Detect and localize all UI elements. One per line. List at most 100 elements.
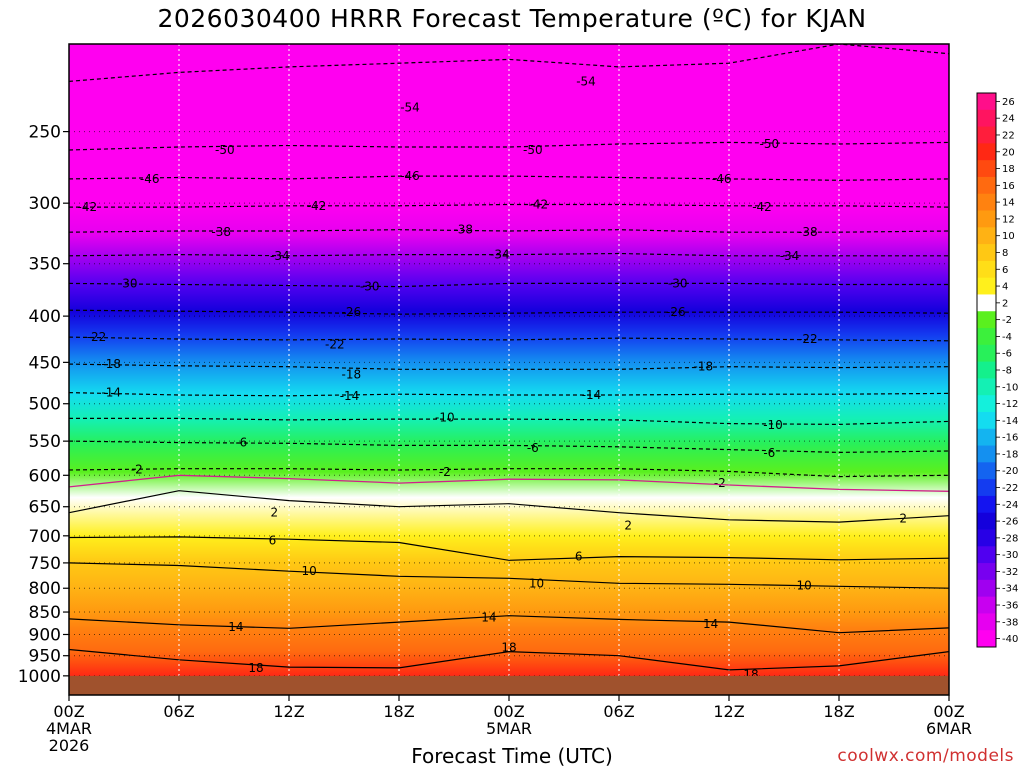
- contour-label: -46: [140, 172, 160, 186]
- y-axis: 2503003504004505005506006507007508008509…: [18, 123, 69, 687]
- colorbar-swatch: [977, 244, 996, 262]
- contour-label: -6: [527, 441, 539, 455]
- contour-label: 14: [481, 611, 496, 625]
- contour-label: 18: [248, 661, 263, 675]
- contour-label: 2: [271, 506, 279, 520]
- plot-area: -54 -54 -50 -50 -50 -46 -46 -46 -42 -42 -42 -42 -38 -…: [69, 44, 949, 695]
- colorbar-label: 22: [1002, 130, 1015, 141]
- colorbar-label: -24: [1002, 500, 1018, 511]
- y-tick-label: 900: [29, 625, 61, 645]
- colorbar-swatch: [977, 210, 996, 228]
- contour-label: -46: [400, 169, 420, 183]
- x-tick-label: 18Z: [823, 702, 854, 721]
- contour-label: -42: [307, 199, 327, 213]
- x-tick-label: 06Z: [603, 702, 634, 721]
- contour-line: [69, 648, 949, 671]
- colorbar-label: -18: [1002, 449, 1018, 460]
- y-tick-label: 350: [29, 255, 61, 275]
- colorbar-swatch: [977, 529, 996, 547]
- contour-line: [69, 44, 949, 82]
- credit-link[interactable]: coolwx.com/models: [837, 746, 1014, 766]
- colorbar-swatch: [977, 445, 996, 463]
- colorbar-label: -6: [1002, 349, 1012, 360]
- contour-label: -18: [694, 360, 714, 374]
- colorbar-swatch: [977, 277, 996, 295]
- colorbar-label: 6: [1002, 265, 1008, 276]
- contour-line: [69, 615, 949, 634]
- contour-label: -38: [798, 225, 818, 239]
- colorbar-swatch: [977, 311, 996, 329]
- colorbar-swatch: [977, 411, 996, 430]
- contour-label: -6: [235, 436, 247, 450]
- contour-label: -50: [760, 137, 780, 151]
- colorbar-swatch: [977, 479, 996, 497]
- colorbar-swatch: [977, 613, 996, 631]
- contour-label: -22: [325, 338, 345, 352]
- colorbar-label: 16: [1002, 181, 1015, 192]
- colorbar-label: -28: [1002, 533, 1018, 544]
- contour-label: 2: [624, 519, 632, 533]
- chart-title: 2026030400 HRRR Forecast Temperature (ºC…: [157, 4, 867, 33]
- y-tick-label: 650: [29, 498, 61, 518]
- colorbar-swatch: [977, 428, 996, 447]
- colorbar-swatch: [977, 596, 996, 614]
- colorbar-swatch: [977, 378, 996, 396]
- y-tick-label: 750: [29, 554, 61, 574]
- colorbar-swatch: [977, 260, 996, 279]
- contours: -54 -54 -50 -50 -50 -46 -46 -46 -42 -42 -42 -42 -38 -…: [69, 44, 949, 682]
- contour-label: -38: [211, 225, 231, 239]
- contour-label: -10: [435, 411, 455, 425]
- colorbar-label: 18: [1002, 164, 1015, 175]
- x-tick-label: 06Z: [163, 702, 194, 721]
- y-tick-label: 1000: [18, 667, 61, 687]
- x-tick-label: 00Z: [53, 702, 84, 721]
- contour-label: -34: [780, 249, 800, 263]
- colorbar-swatch: [977, 579, 996, 598]
- x-axis-label: Forecast Time (UTC): [411, 744, 613, 768]
- y-tick-label: 700: [29, 527, 61, 547]
- contour-label: -50: [215, 143, 235, 157]
- colorbar-swatch: [977, 176, 996, 195]
- colorbar-label: 2: [1002, 298, 1008, 309]
- y-tick-label: 950: [29, 647, 61, 667]
- colorbar-swatch: [977, 93, 996, 111]
- colorbar-label: -4: [1002, 332, 1012, 343]
- y-tick-label: 850: [29, 603, 61, 623]
- colorbar-swatch: [977, 227, 996, 245]
- x-tick-label: 12Z: [273, 702, 304, 721]
- contour-label: -18: [342, 367, 362, 381]
- contour-label: -54: [400, 100, 420, 114]
- contour-label: 18: [501, 640, 516, 654]
- contour-line: [69, 536, 949, 561]
- colorbar-swatch: [977, 193, 996, 212]
- x-tick-label: 6MAR: [926, 719, 972, 738]
- colorbar-swatch: [977, 361, 996, 379]
- y-tick-label: 500: [29, 395, 61, 415]
- colorbar-swatch: [977, 395, 996, 413]
- y-tick-label: 600: [29, 466, 61, 486]
- colorbar-label: 10: [1002, 231, 1015, 242]
- x-tick-label: 00Z: [493, 702, 524, 721]
- colorbar-swatch: [977, 495, 996, 514]
- colorbar-swatch: [977, 546, 996, 564]
- contour-label: 10: [529, 576, 544, 590]
- contour-line: [69, 490, 949, 523]
- contour-label: 14: [703, 617, 718, 631]
- y-tick-label: 550: [29, 432, 61, 452]
- colorbar-label: -14: [1002, 416, 1018, 427]
- y-tick-label: 250: [29, 123, 61, 143]
- ground-surface: [69, 675, 949, 695]
- contour-label: -22: [87, 330, 107, 344]
- y-tick-label: 450: [29, 353, 61, 373]
- contour-label: -42: [752, 200, 772, 214]
- colorbar-label: -26: [1002, 517, 1018, 528]
- x-tick-label: 18Z: [383, 702, 414, 721]
- colorbar-swatch: [977, 294, 996, 312]
- contour-label: -46: [712, 172, 732, 186]
- contour-label: -22: [798, 332, 818, 346]
- contour-label: -10: [763, 418, 783, 432]
- colorbar-label: -30: [1002, 550, 1018, 561]
- contour-label: -30: [360, 280, 380, 294]
